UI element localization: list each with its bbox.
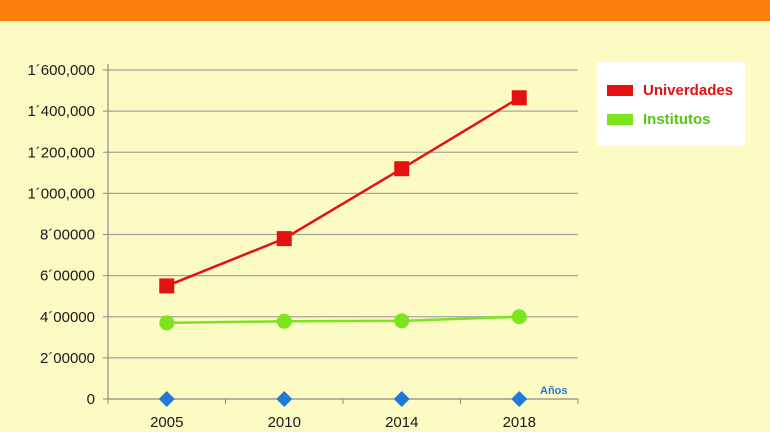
x-tick-label: 2018 [503,414,536,431]
data-point-diamond [393,391,410,407]
legend-label-institutos: Institutos [643,110,711,128]
series-institutos [159,309,527,331]
y-tick-label: 4´00000 [40,309,95,326]
x-tick-label: 2010 [268,414,301,431]
data-point-diamond [511,391,528,407]
y-tick-label: 0 [87,391,95,408]
data-point-square [159,278,175,294]
series [158,90,528,407]
data-point-diamond [276,391,293,407]
x-tick-label: 2014 [385,414,418,431]
data-point-circle [159,315,175,331]
x-tick-label: 2005 [150,414,183,431]
legend: Univerdades Institutos [597,62,745,146]
y-tick-labels: 0 2´00000 4´00000 6´00000 8´00000 1´000,000 1´… [27,62,95,408]
data-point-circle [511,309,527,325]
data-point-square [511,90,527,106]
data-point-diamond [158,391,175,407]
y-tick-label: 2´00000 [40,350,95,367]
legend-item-universidades: Univerdades [607,79,733,101]
legend-swatch-universidades [607,84,633,96]
header-bar [0,0,770,21]
y-tick-label: 1´200,000 [27,144,95,161]
data-point-square [394,161,410,177]
y-tick-label: 1´000,000 [27,185,95,202]
y-tick-label: 8´00000 [40,227,95,244]
gridlines [108,69,578,359]
legend-label-universidades: Univerdades [643,81,734,99]
x-tick-labels: 2005 2010 2014 2018 [150,414,536,431]
y-tick-label: 1´600,000 [27,62,95,79]
data-point-square [276,231,292,247]
data-point-circle [394,313,410,329]
series-line [166,315,520,325]
y-tick-label: 6´00000 [40,268,95,285]
x-axis-unit-label: Años [540,385,568,397]
legend-item-institutos: Institutos [607,108,711,130]
series-line [166,96,520,288]
series-baseline [158,391,528,407]
y-tick-label: 1´400,000 [27,103,95,120]
axes [103,64,579,404]
data-point-circle [276,313,292,329]
series-univerdades [159,90,527,294]
legend-swatch-institutos [607,113,633,125]
